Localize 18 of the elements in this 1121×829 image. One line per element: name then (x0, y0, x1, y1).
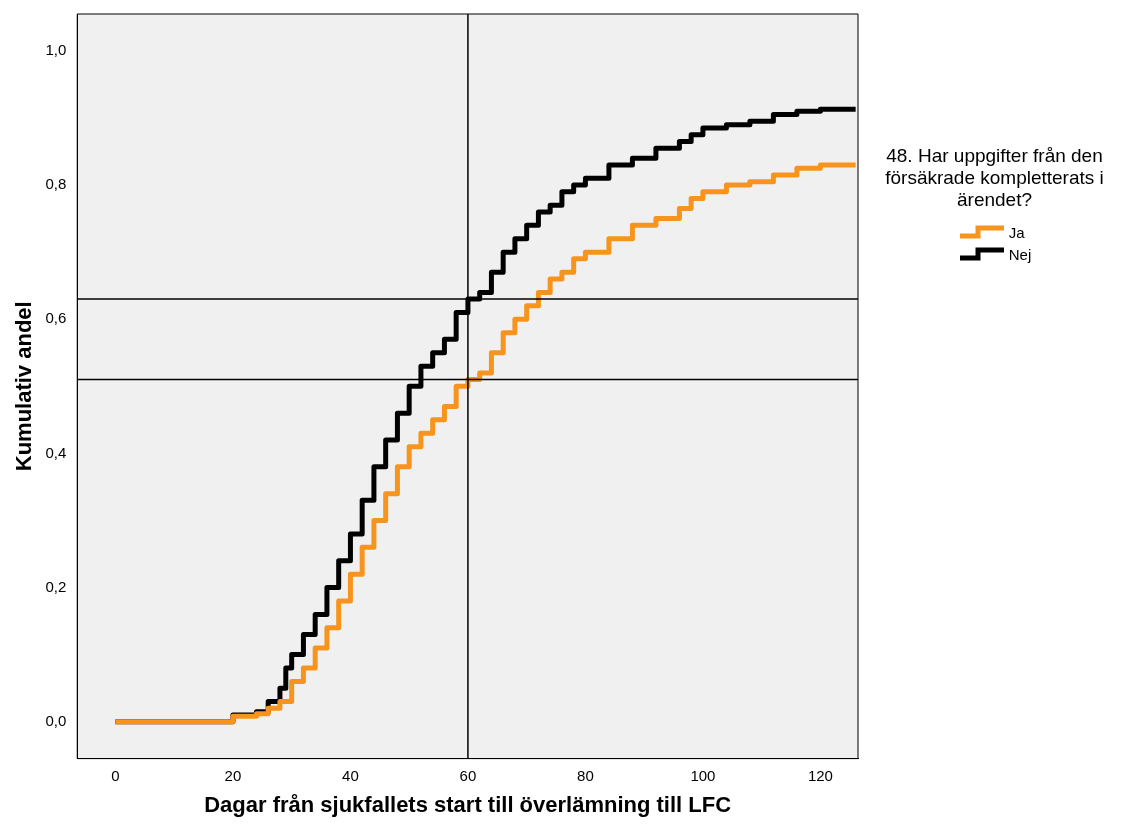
y-tick-label: 0,4 (45, 443, 67, 461)
x-axis-title: Dagar från sjukfallets start till överlämning till LFC (204, 791, 732, 817)
x-tick-label: 100 (690, 766, 716, 784)
y-tick-label: 0,2 (45, 577, 67, 595)
y-tick-label: 0,8 (45, 175, 67, 193)
x-tick-label: 120 (807, 766, 833, 784)
legend-title: 48. Har uppgifter från den försäkrade kompletterats i ärendet? (884, 145, 1105, 211)
x-tick-label: 60 (459, 766, 477, 784)
y-tick-label: 0,6 (45, 309, 67, 327)
legend-label: Ja (1008, 223, 1025, 241)
x-tick-label: 80 (577, 766, 594, 784)
y-axis-title: Kumulativ andel (11, 301, 37, 472)
x-tick-label: 0 (111, 766, 120, 784)
y-tick-label: 1,0 (45, 41, 67, 59)
y-tick-label: 0,0 (45, 711, 67, 729)
x-tick-label: 40 (342, 766, 359, 784)
legend-label: Nej (1008, 245, 1032, 263)
x-tick-label: 20 (224, 766, 242, 784)
